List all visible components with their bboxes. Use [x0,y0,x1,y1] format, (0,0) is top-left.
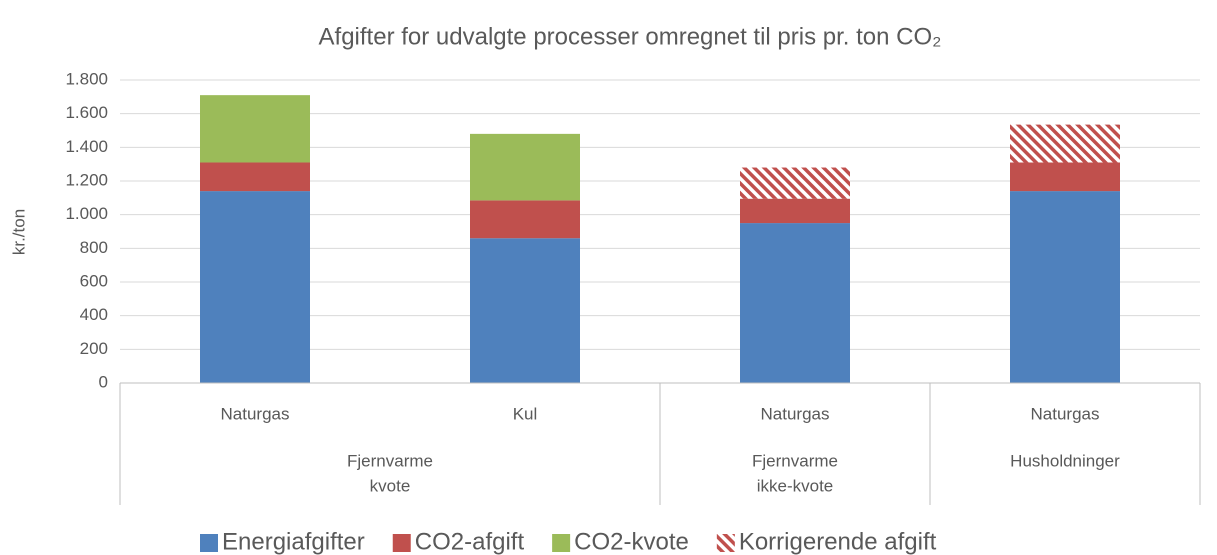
legend-label: CO2-kvote [574,528,689,555]
legend-swatch [200,534,218,552]
y-tick-label: 1.200 [65,170,108,189]
bar-segment [470,238,580,383]
legend-label: Energiafgifter [222,528,365,555]
bar-segment [740,223,850,383]
x-tick-label: Naturgas [761,404,830,423]
y-tick-label: 400 [80,305,108,324]
y-tick-label: 0 [99,372,108,391]
legend-swatch [552,534,571,552]
bar-segment [1010,162,1120,192]
bar-segment [470,133,580,201]
bar-segment [200,162,310,192]
bar-segment [740,167,850,199]
legend-swatch [716,534,735,552]
legend-swatch [392,534,411,552]
y-tick-label: 1.400 [65,137,108,156]
y-tick-label: 1.800 [65,69,108,88]
legend-label: Korrigerende afgift [739,528,937,555]
group-label: Husholdninger [1010,451,1120,470]
x-tick-label: Naturgas [1031,404,1100,423]
y-tick-label: 1.600 [65,103,108,122]
x-tick-label: Naturgas [221,404,290,423]
y-tick-label: 600 [80,271,108,290]
group-label: Fjernvarme [347,451,433,470]
y-axis-label: kr./ton [9,209,28,255]
group-label: Fjernvarme [752,451,838,470]
bar-segment [740,198,850,224]
group-label: ikke-kvote [757,476,834,495]
legend-label: CO2-afgift [415,528,525,555]
bar-segment [1010,124,1120,163]
bar-segment [470,200,580,239]
chart-title: Afgifter for udvalgte processer omregnet… [319,23,942,50]
x-tick-label: Kul [513,404,538,423]
bar-segment [200,95,310,163]
y-tick-label: 800 [80,238,108,257]
bar-segment [200,191,310,383]
y-tick-label: 200 [80,339,108,358]
y-tick-label: 1.000 [65,204,108,223]
bar-segment [1010,191,1120,383]
group-label: kvote [370,476,411,495]
